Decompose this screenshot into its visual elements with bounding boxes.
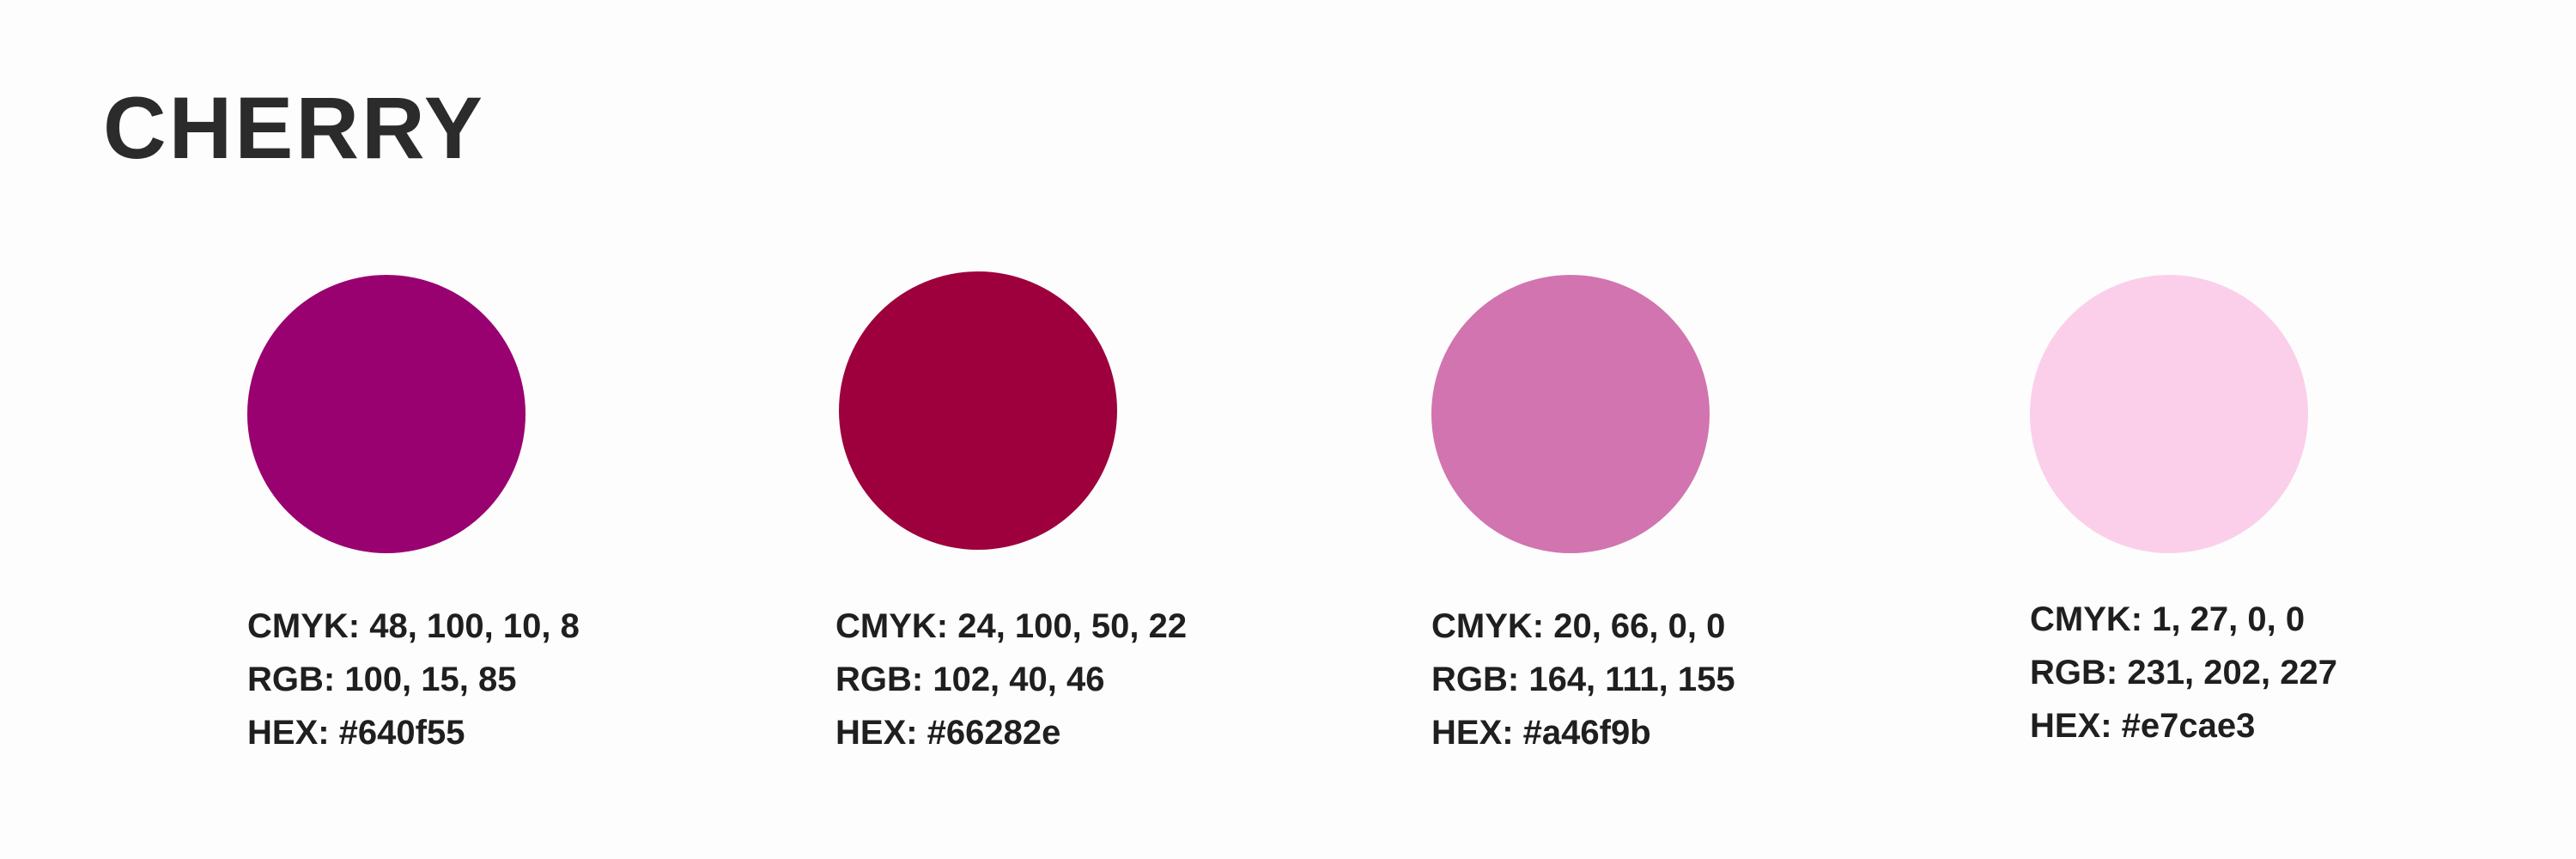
rgb-value: RGB: 100, 15, 85 [247, 661, 517, 698]
hex-value: HEX: #66282e [835, 714, 1061, 752]
cmyk-value: CMYK: 48, 100, 10, 8 [247, 607, 580, 645]
swatch-card-3: CMYK: 20, 66, 0, 0 RGB: 164, 111, 155 HE… [1431, 0, 1912, 859]
hex-value: HEX: #a46f9b [1431, 714, 1651, 752]
color-swatch-circle [247, 275, 526, 553]
color-swatch-circle [2030, 275, 2308, 553]
swatch-card-1: CMYK: 48, 100, 10, 8 RGB: 100, 15, 85 HE… [247, 0, 728, 859]
hex-value: HEX: #e7cae3 [2030, 707, 2256, 745]
cmyk-value: CMYK: 24, 100, 50, 22 [835, 607, 1188, 645]
palette-title: CHERRY [103, 79, 485, 177]
swatch-values: CMYK: 1, 27, 0, 0 RGB: 231, 202, 227 HEX… [2030, 593, 2337, 752]
swatch-values: CMYK: 48, 100, 10, 8 RGB: 100, 15, 85 HE… [247, 600, 580, 759]
swatch-values: CMYK: 24, 100, 50, 22 RGB: 102, 40, 46 H… [835, 600, 1187, 759]
swatch-values: CMYK: 20, 66, 0, 0 RGB: 164, 111, 155 HE… [1431, 600, 1735, 759]
color-swatch-circle [1431, 275, 1710, 553]
swatch-card-4: CMYK: 1, 27, 0, 0 RGB: 231, 202, 227 HEX… [2030, 0, 2511, 859]
rgb-value: RGB: 102, 40, 46 [835, 661, 1105, 698]
hex-value: HEX: #640f55 [247, 714, 465, 752]
color-swatch-circle [839, 271, 1117, 550]
cmyk-value: CMYK: 1, 27, 0, 0 [2030, 600, 2306, 638]
swatch-card-2: CMYK: 24, 100, 50, 22 RGB: 102, 40, 46 H… [835, 0, 1316, 859]
cmyk-value: CMYK: 20, 66, 0, 0 [1431, 607, 1726, 645]
rgb-value: RGB: 164, 111, 155 [1431, 661, 1735, 698]
rgb-value: RGB: 231, 202, 227 [2030, 654, 2337, 691]
